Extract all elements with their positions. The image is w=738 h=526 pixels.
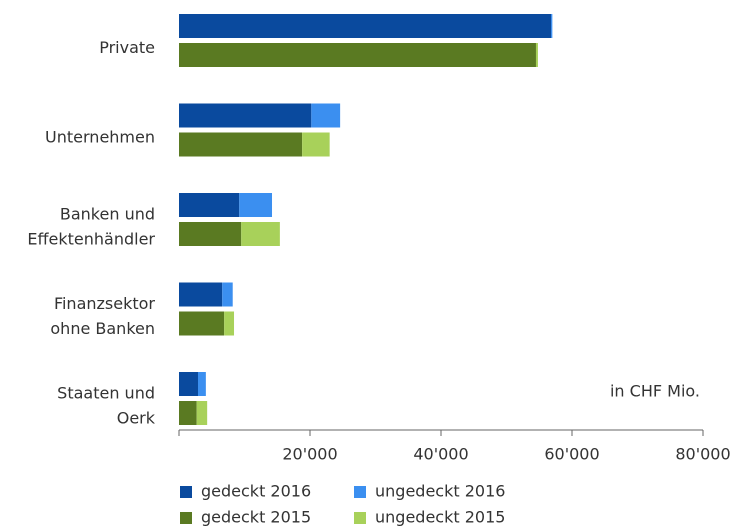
bar-segment [239,193,273,217]
bar-segment [179,43,536,67]
bar-segment [224,311,235,336]
legend-swatch [180,486,192,498]
legend-label: ungedeckt 2016 [375,482,505,501]
bar-segment [179,132,303,157]
x-tick-label: 40'000 [413,445,468,464]
bar-segment [241,222,280,246]
category-label: Oerk [117,409,156,428]
bar-segment [302,132,330,157]
unit-annotation: in CHF Mio. [610,382,700,401]
x-tick-label: 60'000 [544,445,599,464]
legend-label: ungedeckt 2015 [375,508,505,526]
legend-swatch [354,486,366,498]
x-tick-label: 20'000 [282,445,337,464]
legend-swatch [180,512,192,524]
bar-segment [311,103,341,128]
category-label: Staaten und [57,384,155,403]
legend-label: gedeckt 2016 [201,482,311,501]
category-label: ohne Banken [50,319,155,338]
category-label: Private [99,38,155,57]
bar-segment [179,372,198,396]
category-label: Finanzsektor [54,294,155,313]
bar-segment [535,43,538,67]
bar-segment [179,193,240,217]
legend-label: gedeckt 2015 [201,508,311,526]
category-label: Effektenhändler [27,230,155,249]
bar-segment [197,372,206,396]
bar-segment [179,103,312,128]
x-tick-label: 80'000 [675,445,730,464]
bar-segment [179,222,242,246]
category-label: Unternehmen [45,128,155,147]
bar-segment [196,401,208,425]
bar-segment [179,311,225,336]
category-label: Banken und [60,205,155,224]
bar-segment [179,401,197,425]
bar-segment [179,282,223,307]
bar-segment [222,282,233,307]
bar-segment [551,14,553,38]
bar-segment [179,14,552,38]
legend-swatch [354,512,366,524]
